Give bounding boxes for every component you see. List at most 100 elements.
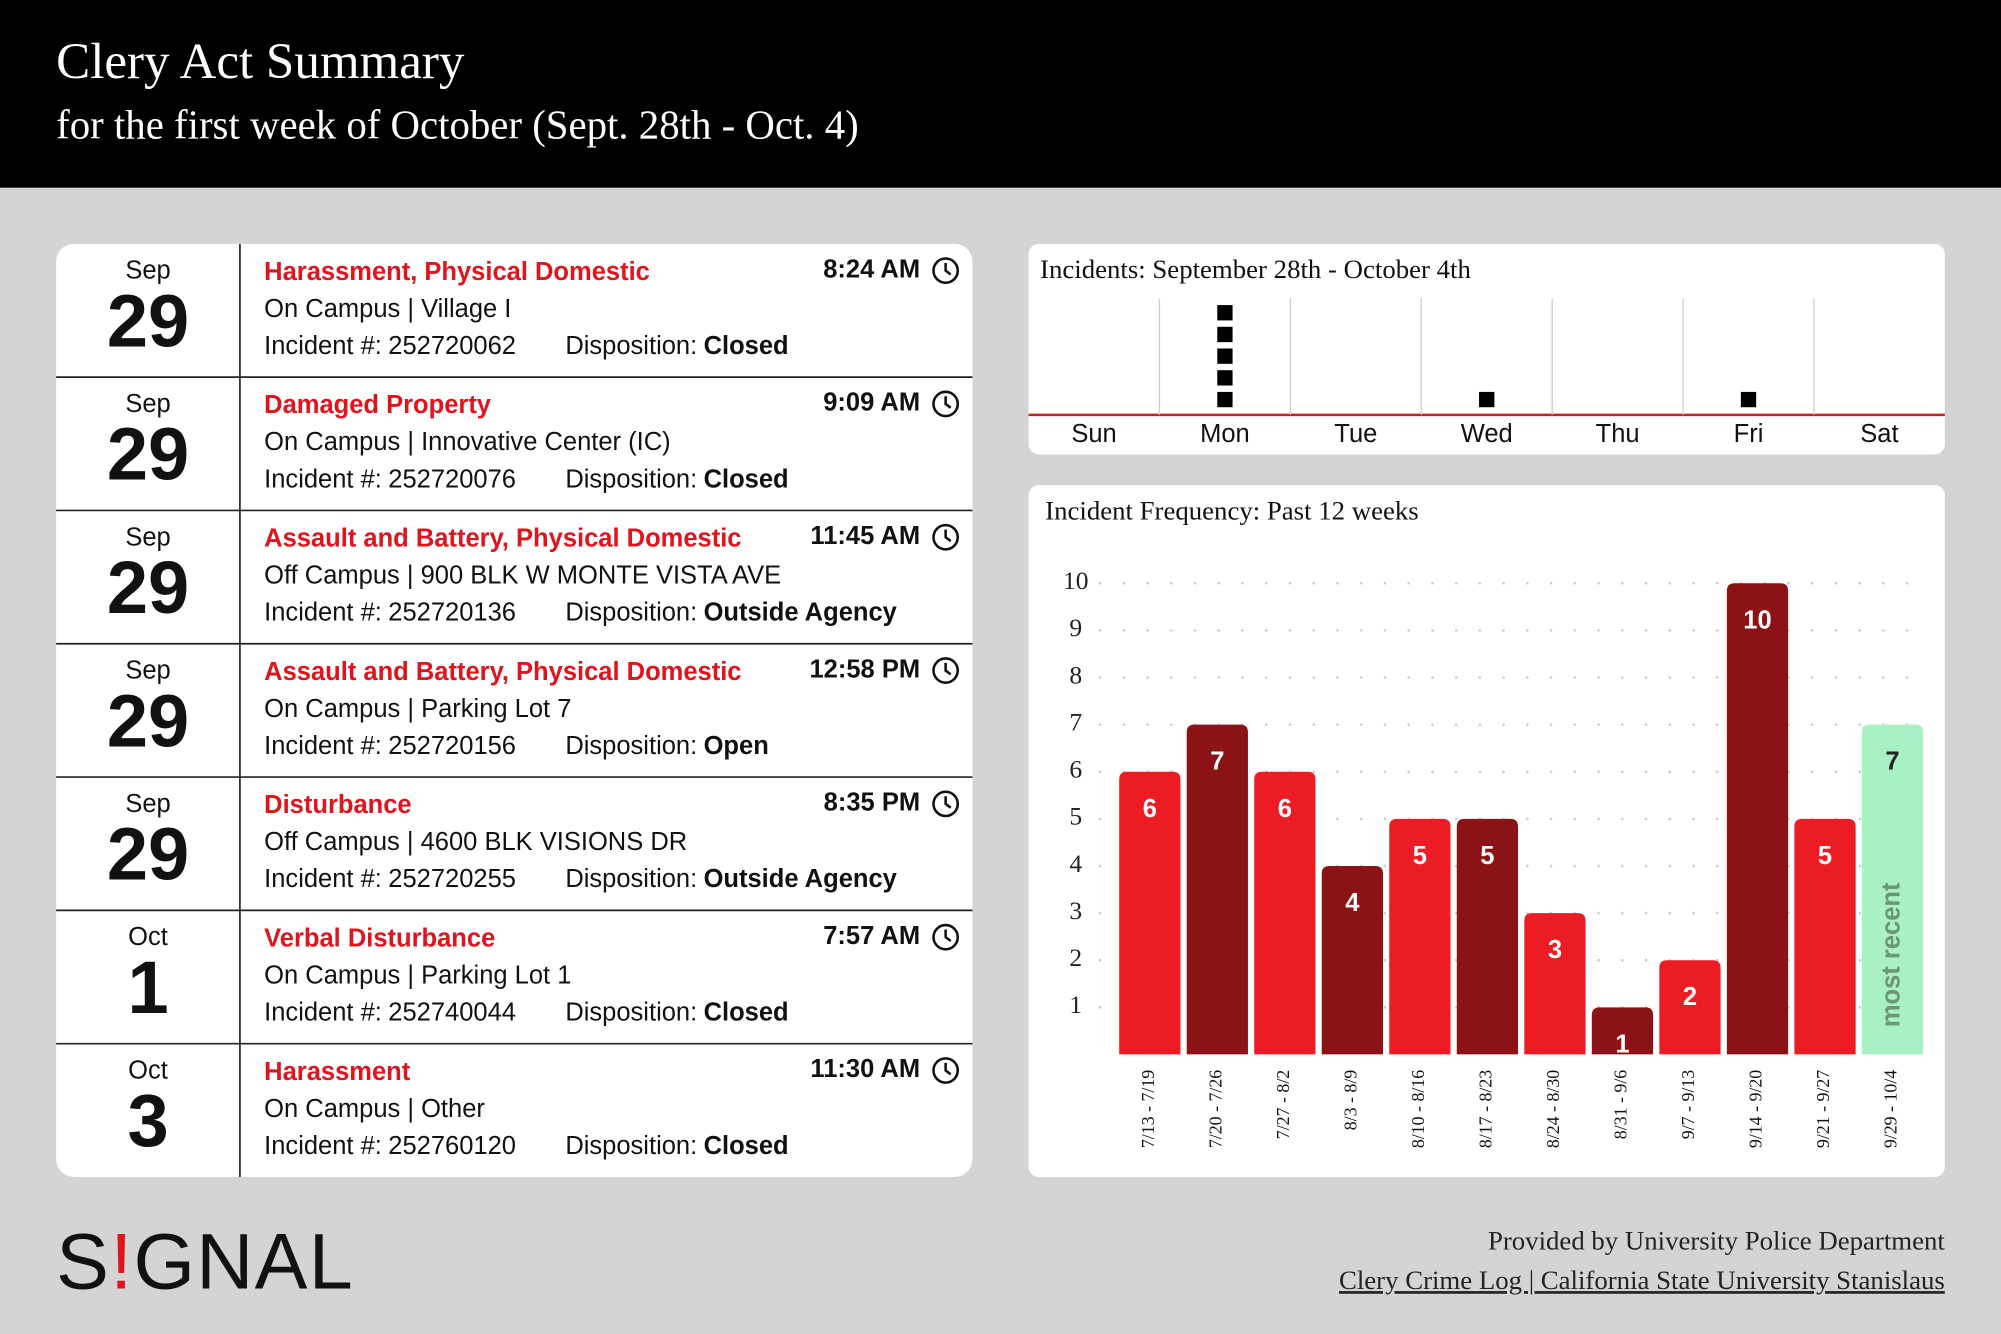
x-tick-label: 9/7 - 9/13 [1678,1070,1698,1140]
day: 29 [107,679,189,762]
location: On Campus | Village I [264,295,511,323]
incident-title: Assault and Battery, Physical Domestic [264,525,741,553]
provider: Provided by University Police Department [1488,1226,1945,1256]
incident-time: 11:30 AM [810,1055,920,1083]
incident-number: 252720156 [388,732,516,760]
day: 3 [127,1079,168,1162]
incident-dot [1217,370,1233,386]
clock-icon [932,523,960,551]
incident-dot [1479,391,1495,408]
clock-icon [932,790,960,818]
bar [1861,724,1924,1055]
incident-time: 7:57 AM [823,922,920,950]
disposition-label: Disposition: [565,1132,697,1160]
y-tick-label: 6 [1069,755,1082,784]
incident-label: Incident #: [264,599,382,627]
header-bar [0,0,2001,188]
logo: S!GNAL [56,1217,354,1306]
incident-number: 252720062 [388,332,516,360]
x-tick-label: Wed [1461,420,1513,448]
value-label: 1 [1615,1030,1629,1058]
location: Off Campus | 4600 BLK VISIONS DR [264,828,687,856]
month: Sep [125,390,170,418]
month: Oct [128,1056,168,1084]
bar [1119,771,1181,1055]
value-label: 7 [1885,748,1899,776]
value-label: 6 [1278,795,1292,823]
month: Sep [125,257,170,285]
clock-hands [944,262,952,276]
page-subtitle: for the first week of October (Sept. 28t… [56,102,859,147]
logo-part: ! [110,1217,133,1306]
disposition: Open [704,732,769,760]
incident-label: Incident #: [264,732,382,760]
clock-hands [944,396,952,409]
bar [1456,818,1519,1055]
logo-part: GNAL [133,1217,354,1306]
value-label: 7 [1210,748,1224,776]
disposition-label: Disposition: [565,998,697,1026]
incident-dot [1217,348,1233,364]
bar [1659,960,1721,1055]
logo-part: S [56,1217,110,1306]
y-tick-label: 9 [1069,613,1082,642]
incident-dot [1217,305,1233,321]
bar [1794,818,1856,1055]
value-label: 5 [1818,842,1832,870]
incident-label: Incident #: [264,865,382,893]
value-label: 6 [1143,795,1157,823]
disposition: Closed [704,998,789,1026]
month: Sep [125,523,170,551]
incident-label: Incident #: [264,465,382,493]
page-title: Clery Act Summary [56,34,465,90]
value-label: 5 [1480,842,1494,870]
disposition-label: Disposition: [565,865,697,893]
y-tick-label: 1 [1069,990,1082,1019]
disposition: Outside Agency [704,599,898,627]
day: 29 [107,413,189,496]
disposition: Closed [704,465,789,493]
disposition: Closed [704,1132,789,1160]
bar [1591,1007,1654,1055]
x-tick-label: Mon [1200,420,1250,448]
source-link[interactable]: Clery Crime Log | California State Unive… [1339,1265,1945,1295]
incident-dot [1217,326,1233,343]
clock-icon [932,923,960,951]
incident-dot [1217,391,1233,408]
location: On Campus | Parking Lot 1 [264,961,571,989]
day: 29 [107,546,189,629]
value-label: 3 [1548,936,1562,964]
location: On Campus | Parking Lot 7 [264,695,571,723]
incident-title: Harassment, Physical Domestic [264,258,650,286]
value-label: 4 [1345,889,1360,917]
x-tick-label: 8/10 - 8/16 [1408,1070,1428,1148]
incident-number: 252760120 [388,1132,516,1160]
clock-hands [944,929,952,943]
incident-time: 8:35 PM [824,789,920,817]
location: On Campus | Other [264,1095,485,1123]
x-tick-label: 7/27 - 8/2 [1273,1070,1293,1139]
incident-number: 252720076 [388,465,516,493]
day: 29 [107,813,189,896]
y-tick-label: 7 [1069,707,1082,736]
chart-title: Incident Frequency: Past 12 weeks [1045,495,1419,525]
bar [1254,771,1316,1055]
annotation: most recent [1877,882,1905,1027]
disposition-label: Disposition: [565,465,697,493]
clock-icon [932,257,960,285]
x-tick-label: Sun [1071,420,1116,448]
incident-label: Incident #: [264,1132,382,1160]
location: On Campus | Innovative Center (IC) [264,428,670,456]
y-tick-label: 5 [1069,802,1082,831]
x-tick-label: 8/31 - 9/6 [1611,1070,1631,1140]
clock-hands [944,1062,952,1076]
disposition: Closed [704,332,789,360]
y-tick-label: 3 [1069,896,1082,925]
x-tick-label: 7/20 - 7/26 [1205,1070,1225,1148]
incident-dot [1740,391,1757,408]
day: 29 [107,279,189,362]
y-tick-label: 4 [1069,849,1082,878]
x-tick-label: Tue [1334,420,1377,448]
x-tick-label: 7/13 - 7/19 [1138,1070,1158,1148]
